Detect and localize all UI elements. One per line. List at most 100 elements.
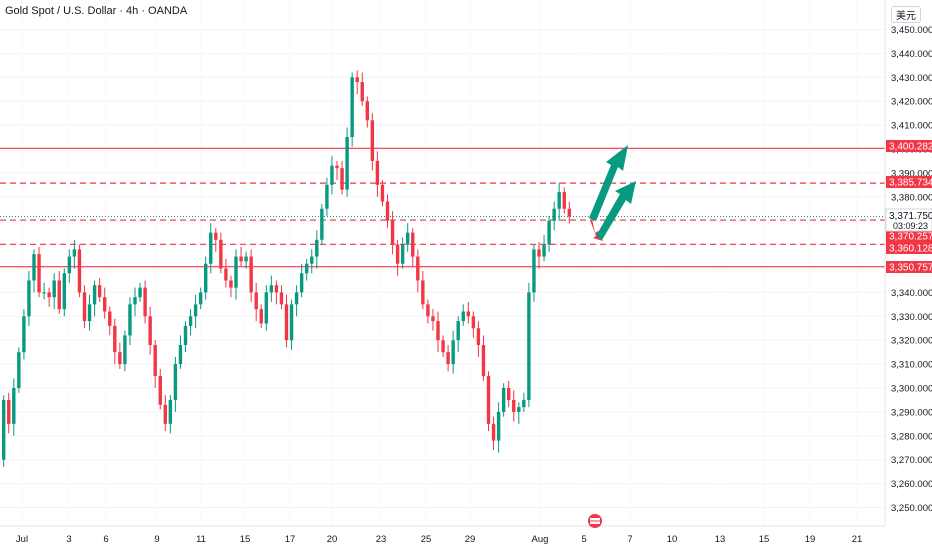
candle-body — [188, 316, 193, 326]
currency-button[interactable]: 美元 — [891, 6, 921, 23]
x-tick-label: 3 — [66, 534, 71, 545]
candle-body — [471, 316, 476, 329]
y-tick-label: 3,290.000 — [891, 407, 932, 418]
y-tick-label: 3,340.000 — [891, 288, 932, 299]
candle-body — [451, 340, 455, 365]
bullish-arrow-large — [589, 145, 628, 221]
x-axis-ticks: Jul 3 6 9 11 15 17 20 23 25 29 Aug 5 7 10 13 15 19 21 — [16, 534, 862, 545]
level-price-label: 3,360.128 — [889, 244, 932, 255]
candle-body — [178, 344, 183, 365]
level-price-box — [886, 242, 932, 254]
candle-body — [375, 160, 380, 185]
bullish-arrow-small — [596, 181, 636, 240]
candle-body — [153, 344, 157, 377]
y-tick-label: 3,300.000 — [891, 384, 932, 395]
y-tick-label: 3,310.000 — [891, 360, 932, 371]
candle-body — [17, 352, 21, 388]
candle-body — [37, 254, 41, 293]
candle-body — [456, 321, 460, 341]
x-tick-label: 25 — [421, 534, 432, 545]
x-tick-label: 17 — [285, 534, 296, 545]
y-tick-label: 3,410.000 — [891, 121, 932, 132]
candle-body — [299, 273, 304, 293]
y-tick-label: 3,260.000 — [891, 479, 932, 490]
current-price-label: 3,371.750 — [889, 211, 932, 222]
candle-body — [340, 168, 344, 190]
candle-body — [517, 407, 521, 412]
candle-body — [42, 292, 46, 294]
candle-body — [173, 364, 178, 400]
level-price-label: 3,370.257 — [889, 232, 932, 243]
candle-body — [32, 254, 36, 281]
candle-body — [239, 256, 243, 262]
candle-body — [2, 399, 6, 460]
candle-body — [537, 249, 541, 257]
candle-body — [77, 249, 82, 293]
candle-body — [259, 309, 263, 324]
candle-body — [365, 101, 369, 121]
y-tick-label: 3,280.000 — [891, 431, 932, 442]
candle-body — [421, 280, 425, 305]
candle-body — [108, 311, 112, 326]
candle-body — [12, 388, 16, 424]
candle-body — [320, 208, 324, 240]
candle-body — [193, 304, 198, 317]
y-tick-label: 3,420.000 — [891, 97, 932, 108]
level-price-box — [886, 140, 932, 152]
candle-body — [244, 256, 248, 262]
candle-body — [400, 244, 405, 264]
candle-body — [57, 280, 61, 310]
gridlines — [0, 29, 885, 508]
candle-body — [360, 82, 364, 102]
candle-body — [527, 292, 531, 400]
y-tick-label: 3,270.000 — [891, 455, 932, 466]
candle-body — [209, 232, 213, 264]
level-price-label: 3,400.282 — [889, 142, 932, 153]
x-tick-label: 10 — [667, 534, 678, 545]
level-price-box — [886, 176, 932, 188]
candle-body — [148, 316, 152, 345]
y-tick-label: 3,250.000 — [891, 503, 932, 514]
candle-body — [72, 249, 77, 257]
candle-body — [289, 304, 294, 341]
candle-body — [118, 352, 122, 365]
candle-body — [416, 256, 420, 281]
candle-body — [557, 192, 561, 209]
x-tick-label: 19 — [805, 534, 816, 545]
candle-body — [466, 311, 470, 317]
candle-body — [103, 297, 107, 312]
candle-body — [426, 304, 430, 317]
y-tick-label: 3,450.000 — [891, 25, 932, 36]
y-tick-label: 3,330.000 — [891, 312, 932, 323]
x-tick-label: 11 — [196, 534, 206, 545]
chart-title: Gold Spot / U.S. Dollar · 4h · OANDA — [5, 5, 188, 17]
candle-body — [315, 239, 319, 257]
candle-body — [82, 292, 87, 322]
candle-body — [143, 287, 147, 317]
x-tick-label: 5 — [581, 534, 586, 545]
candle-body — [92, 285, 97, 305]
candle-body — [52, 280, 56, 298]
bar-countdown-label: 03:09:23 — [893, 221, 928, 231]
candle-body — [507, 388, 511, 400]
event-marker[interactable] — [588, 514, 602, 528]
candle-body — [385, 201, 390, 221]
candle-body — [446, 352, 450, 365]
y-tick-label: 3,430.000 — [891, 73, 932, 84]
candle-body — [224, 268, 228, 281]
y-tick-label: 3,390.000 — [891, 168, 932, 179]
candle-body — [491, 423, 496, 441]
candle-body — [294, 292, 299, 305]
candle-body — [22, 316, 26, 353]
candle-body — [441, 340, 445, 353]
candle-body — [249, 256, 253, 293]
x-tick-label: 15 — [240, 534, 251, 545]
candle-body — [123, 335, 127, 365]
candle-body — [411, 232, 415, 257]
candle-body — [431, 316, 435, 322]
candle-body — [350, 77, 354, 138]
candle-body — [198, 292, 203, 305]
x-tick-label: Aug — [532, 534, 549, 545]
